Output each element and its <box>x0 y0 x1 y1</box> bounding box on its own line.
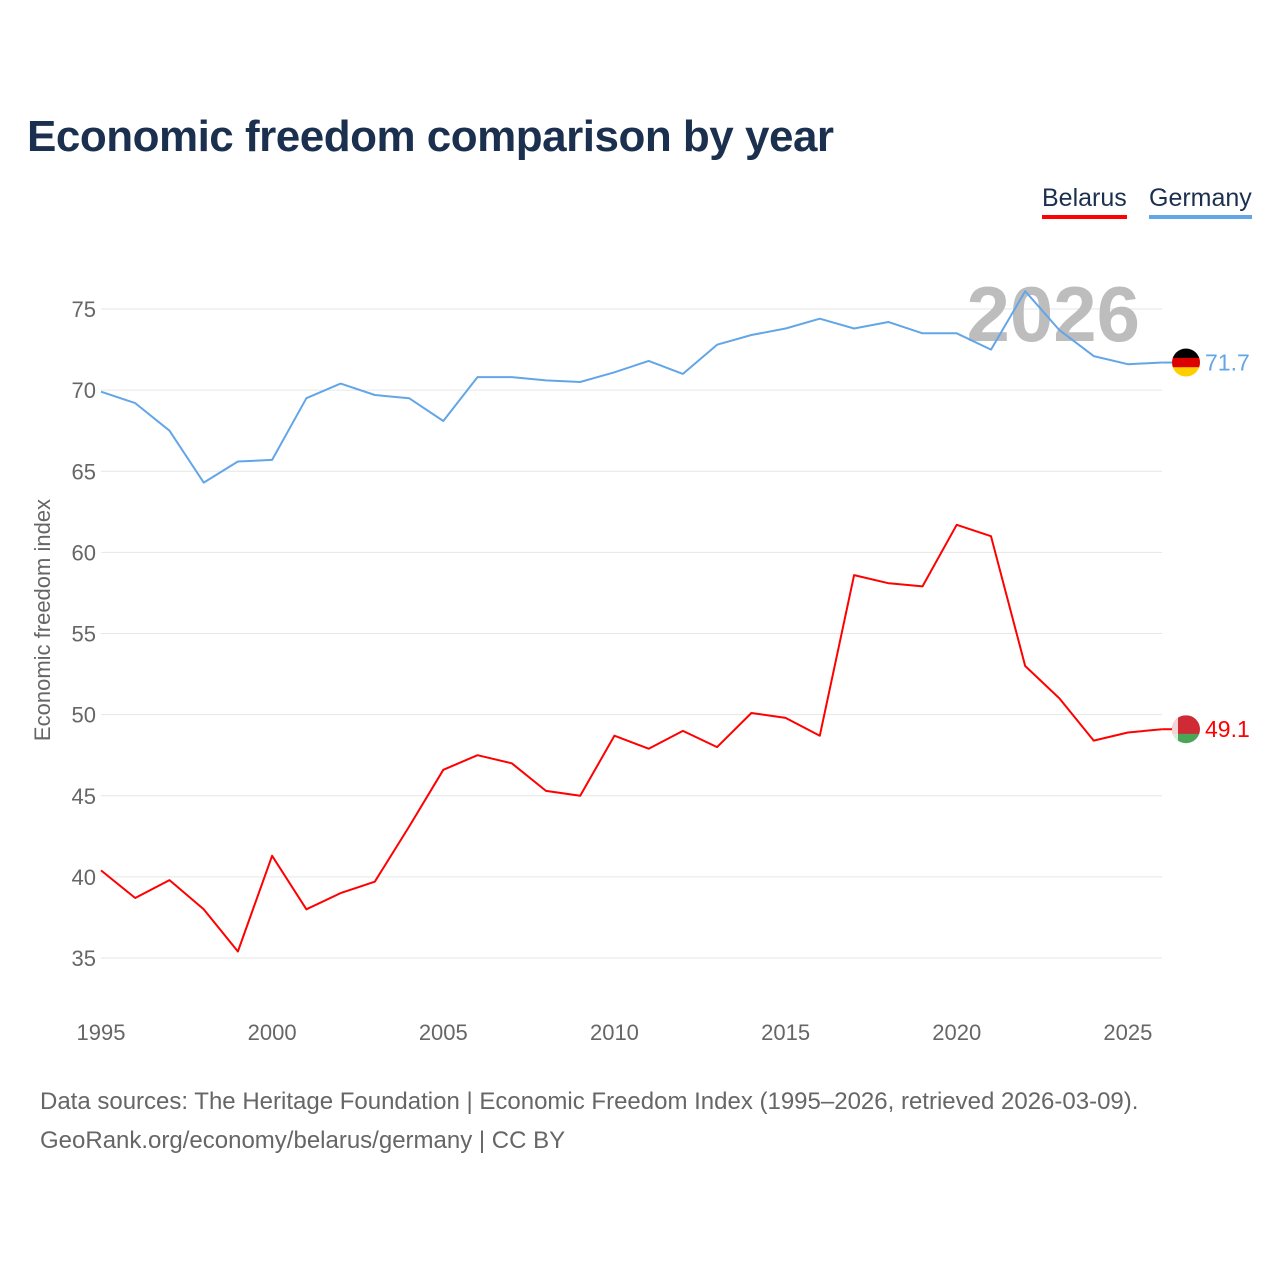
y-tick-label: 50 <box>72 703 96 728</box>
year-watermark: 2026 <box>966 270 1140 358</box>
flag-stripe <box>1172 733 1200 744</box>
x-tick-label: 2005 <box>419 1020 468 1045</box>
flag-stripe <box>1172 348 1200 359</box>
y-axis-label: Economic freedom index <box>30 499 55 741</box>
flag-ornament <box>1172 715 1178 744</box>
chart-title: Economic freedom comparison by year <box>27 112 834 161</box>
y-tick-label: 65 <box>72 459 96 484</box>
x-tick-label: 2000 <box>248 1020 297 1045</box>
x-tick-label: 2015 <box>761 1020 810 1045</box>
x-tick-label: 1995 <box>77 1020 126 1045</box>
x-tick-label: 2025 <box>1103 1020 1152 1045</box>
data-source-text: Data sources: The Heritage Foundation | … <box>40 1088 1139 1115</box>
end-value-label-germany: 71.7 <box>1205 350 1250 376</box>
flag-stripe <box>1172 367 1200 377</box>
y-tick-label: 45 <box>72 784 96 809</box>
series-line-germany <box>100 290 1163 484</box>
y-tick-label: 55 <box>72 622 96 647</box>
legend-germany[interactable]: Germany <box>1149 184 1252 219</box>
y-tick-label: 40 <box>72 865 96 890</box>
y-tick-label: 75 <box>72 297 96 322</box>
y-tick-label: 35 <box>72 946 96 971</box>
x-tick-label: 2010 <box>590 1020 639 1045</box>
flag-stripe <box>1172 715 1200 735</box>
x-tick-label: 2020 <box>932 1020 981 1045</box>
attribution-text: GeoRank.org/economy/belarus/germany | CC… <box>40 1127 566 1154</box>
end-value-label-belarus: 49.1 <box>1205 716 1250 742</box>
y-tick-label: 70 <box>72 378 96 403</box>
y-tick-label: 60 <box>72 540 96 565</box>
legend-belarus[interactable]: Belarus <box>1042 184 1127 219</box>
flag-stripe <box>1172 357 1200 368</box>
series-line-belarus <box>100 523 1163 953</box>
